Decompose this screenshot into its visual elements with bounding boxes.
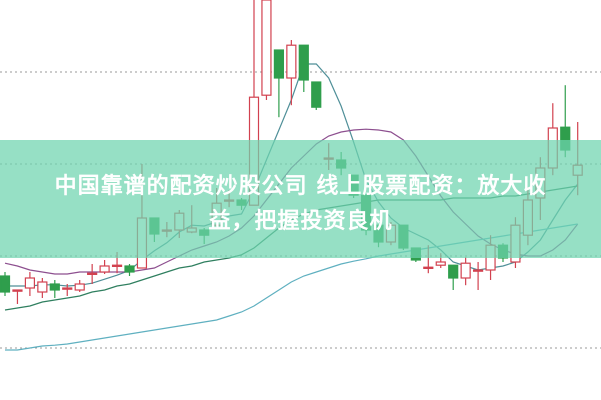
candle [12,289,23,304]
candle-body [87,272,98,276]
candle-body [423,266,434,270]
title-line-1: 中国靠谱的配资炒股公司 线上股票配资：放大收 [54,174,547,199]
candle [286,40,297,106]
title-line-2: 益，把握投资良机 [208,209,393,234]
candle-body [435,261,446,266]
candle [24,272,35,296]
candle-body [24,277,35,289]
candle [460,257,471,286]
candle-body [12,289,23,292]
candle-body [37,281,48,293]
candle [124,264,135,276]
candle-body [311,81,322,108]
candle [0,272,11,296]
candle-body [448,264,459,279]
candle [448,264,459,290]
candle-body [124,265,135,273]
candle-body [261,0,272,96]
candle-body [298,44,309,81]
candle-body [273,49,284,79]
candle [273,49,284,118]
candle-body [460,262,471,279]
candle-body [473,269,484,272]
title-banner [0,140,601,258]
candle [311,81,322,110]
candle [473,262,484,290]
candle [74,280,85,292]
candle-body [111,264,123,268]
candle-body [99,265,110,273]
candle-body [286,44,297,79]
candle [87,264,98,284]
candle-body [0,275,11,293]
candle [62,284,73,296]
candle [298,44,309,92]
candle-body [74,283,85,291]
candle [99,260,110,274]
candle-body [49,283,60,291]
candle [37,278,48,298]
candle-body [62,287,73,290]
candle [49,280,60,298]
candle [261,0,272,100]
